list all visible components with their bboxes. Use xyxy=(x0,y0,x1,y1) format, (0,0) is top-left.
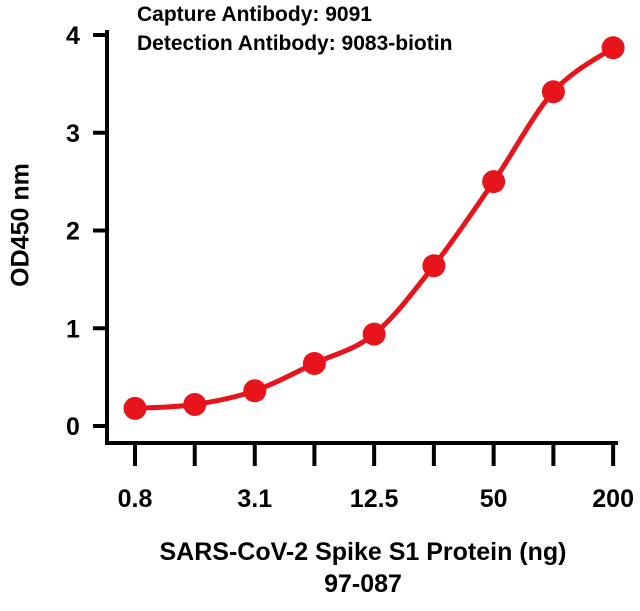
x-tick-label-0: 0.8 xyxy=(118,485,153,513)
data-point-8 xyxy=(601,36,625,60)
y-tick-label-1: 1 xyxy=(66,315,80,343)
y-tick-label-3: 3 xyxy=(66,120,80,148)
data-point-3 xyxy=(302,351,326,375)
y-axis-title: OD450 nm xyxy=(7,163,35,287)
x-axis-subtitle: 97-087 xyxy=(324,570,402,598)
chart-annotations: Capture Antibody: 9091 Detection Antibody… xyxy=(137,3,452,55)
x-tick-label-2: 3.1 xyxy=(237,485,272,513)
x-axis: 0.8 3.1 12.5 50 200 xyxy=(105,441,634,513)
data-point-1 xyxy=(183,392,207,416)
x-tick-label-4: 12.5 xyxy=(350,485,399,513)
y-axis: 0 1 2 3 4 xyxy=(66,22,109,445)
x-tick-label-6: 50 xyxy=(480,485,508,513)
x-tick-label-8: 200 xyxy=(592,485,634,513)
data-point-5 xyxy=(422,254,446,278)
data-point-2 xyxy=(243,379,267,403)
y-tick-label-0: 0 xyxy=(66,413,80,441)
y-tick-label-4: 4 xyxy=(66,22,80,50)
annotation-line-2: Detection Antibody: 9083-biotin xyxy=(137,32,452,55)
series-layer xyxy=(123,36,625,420)
data-point-0 xyxy=(123,396,147,420)
data-point-4 xyxy=(362,322,386,346)
data-point-6 xyxy=(482,170,506,194)
x-axis-title: SARS-CoV-2 Spike S1 Protein (ng) xyxy=(159,538,566,566)
data-point-7 xyxy=(541,80,565,104)
y-tick-label-2: 2 xyxy=(66,218,80,246)
series-0-line xyxy=(132,45,616,411)
annotation-line-1: Capture Antibody: 9091 xyxy=(137,3,372,26)
